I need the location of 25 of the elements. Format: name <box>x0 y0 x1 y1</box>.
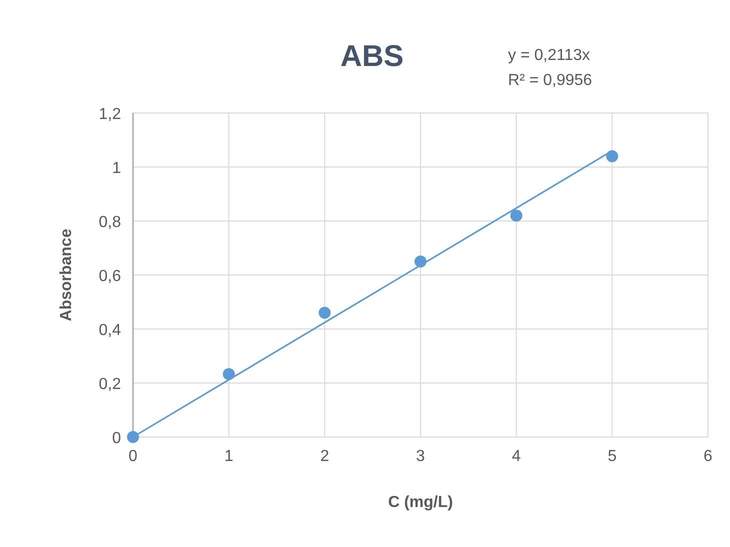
y-tick-label: 0,8 <box>98 214 122 231</box>
x-tick-label: 4 <box>512 448 521 465</box>
point <box>414 256 426 268</box>
x-tick-label: 6 <box>704 448 713 465</box>
y-tick-label: 1 <box>112 160 122 177</box>
point <box>127 431 139 443</box>
x-tick-label: 2 <box>320 448 330 465</box>
point <box>510 210 522 222</box>
point <box>222 368 235 380</box>
y-axis-title: Absorbance <box>58 228 75 322</box>
text: y = 0,2113x <box>508 47 590 64</box>
y-tick-label: 0,6 <box>98 268 122 285</box>
point <box>318 306 331 319</box>
x-tick-label: 0 <box>128 448 138 465</box>
y-tick-label: 1,2 <box>98 106 122 123</box>
y-tick-label: 0 <box>112 430 122 447</box>
x-axis-title: C (mg/L) <box>388 494 453 511</box>
text: R² = 0,9956 <box>508 72 592 89</box>
x-tick-label: 3 <box>416 448 426 465</box>
y-tick-label: 0,4 <box>98 322 122 339</box>
x-tick-label: 5 <box>608 448 617 465</box>
chart-title: ABS <box>340 40 404 73</box>
point <box>606 150 618 162</box>
y-tick-label: 0,2 <box>98 376 122 393</box>
x-tick-label: 1 <box>224 448 234 465</box>
